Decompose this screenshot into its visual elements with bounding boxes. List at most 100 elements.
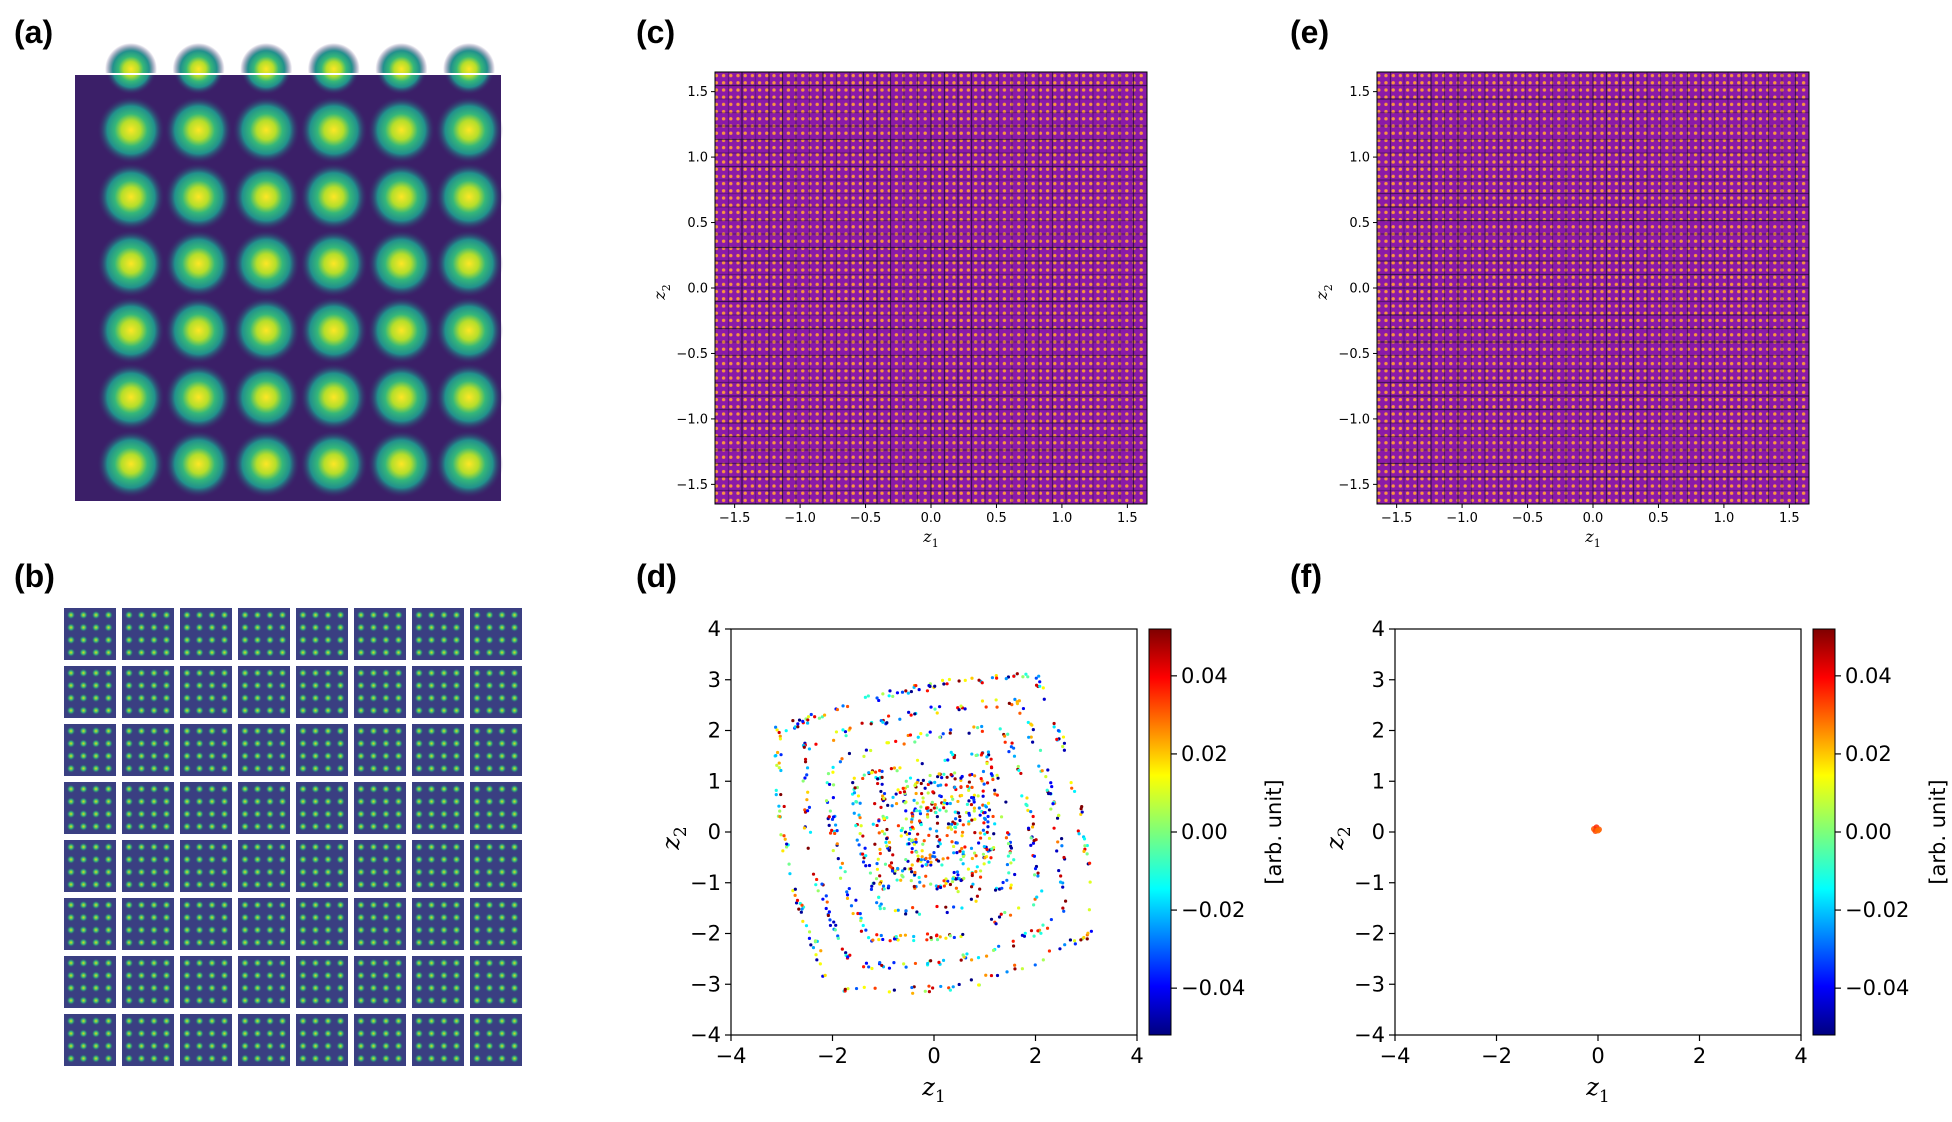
panel-b-tile-dot — [510, 958, 519, 968]
panel-b-tile-dot — [311, 706, 320, 715]
panel-b-tile-dot — [427, 739, 436, 748]
panel-b-tile-dot — [394, 1029, 403, 1038]
panel-b-tile-dot — [149, 739, 159, 748]
panel-b-tile-dot — [485, 809, 494, 819]
panel-b-tile-dot — [220, 668, 229, 678]
panel-b-tile-dot — [439, 842, 449, 852]
panel-b-tile-dot — [298, 739, 308, 748]
panel-b-tile-dot — [182, 867, 192, 877]
panel-b-tile-dot — [452, 1054, 461, 1063]
panel-d-point — [936, 784, 940, 788]
panel-b-tile-dot — [323, 880, 333, 889]
panel-b-tile-dot — [104, 996, 113, 1005]
panel-d-point — [881, 814, 885, 818]
panel-b-tile-dot — [207, 1041, 217, 1051]
panel-d-point — [835, 707, 840, 712]
panel-d-point — [895, 691, 900, 695]
panel-a-spot — [164, 162, 233, 231]
panel-d-point — [950, 840, 954, 844]
panel-b-tile-dot — [149, 822, 159, 831]
panel-b-tile-dot — [91, 842, 101, 852]
panel-d-point — [954, 877, 958, 881]
panel-b-tile-dot — [369, 842, 378, 852]
panel-b-tile-dot — [356, 1016, 366, 1026]
panel-b-tile-dot — [162, 971, 171, 980]
panel-b-tile-dot — [510, 726, 519, 736]
panel-d-point — [940, 678, 945, 682]
panel-b-tile-dot — [240, 938, 250, 947]
panel-b-tile-dot — [220, 726, 229, 736]
panel-d-point — [824, 906, 828, 911]
panel-b-tile-dot — [497, 809, 507, 819]
panel-d-point — [1051, 802, 1055, 806]
panel-d-point — [864, 961, 869, 965]
panel-d-point — [867, 965, 871, 969]
panel-b-tile-dot — [124, 706, 134, 715]
panel-d-point — [943, 758, 947, 762]
panel-d-point — [963, 707, 967, 711]
panel-d-point — [843, 870, 847, 874]
layer-f-ytick-label: −2 — [1354, 922, 1385, 946]
panel-b-tile-dot — [298, 693, 308, 703]
panel-d-point — [1007, 701, 1011, 705]
panel-d-point — [859, 929, 864, 933]
panel-b-tile-dot — [472, 764, 482, 773]
panel-d-point — [950, 795, 954, 799]
panel-b-tile-dot — [439, 623, 449, 632]
panel-b-tile-dot — [298, 668, 308, 678]
panel-b-tile-dot — [323, 739, 333, 748]
layer-e-xtick-label: 0.0 — [1583, 511, 1604, 526]
panel-d-point — [1052, 725, 1056, 729]
panel-d-point — [827, 910, 831, 914]
panel-b-tile-dot — [298, 610, 308, 620]
panel-b-tile-dot — [439, 751, 449, 761]
panel-b-tile-dot — [311, 1054, 320, 1063]
panel-b-tile-dot — [485, 938, 494, 947]
panel-d-point — [920, 791, 924, 796]
panel-d-point — [856, 911, 860, 916]
layer-c-ytick-label: −1.0 — [676, 412, 708, 427]
panel-b-tile-dot — [414, 880, 424, 889]
panel-d-point — [893, 909, 897, 913]
panel-d-point — [885, 827, 889, 832]
panel-d-point — [1009, 846, 1014, 850]
panel-d-point — [1031, 814, 1035, 819]
panel-b-tile-dot — [91, 913, 101, 922]
panel-d-point — [1006, 854, 1010, 858]
panel-b-tile-dot — [162, 983, 171, 993]
panel-d-point — [921, 842, 925, 846]
panel-d-point — [907, 831, 912, 836]
panel-d-point — [982, 862, 986, 866]
panel-b-tile-dot — [278, 809, 287, 819]
panel-d-point — [950, 880, 955, 884]
panel-d-point — [953, 825, 957, 829]
panel-d-point — [881, 884, 886, 888]
panel-d-point — [1029, 836, 1033, 840]
panel-d-point — [778, 734, 782, 738]
panel-a-edge-spot — [307, 43, 360, 95]
panel-d-point — [989, 757, 993, 761]
panel-d-point — [875, 901, 879, 905]
panel-d-point — [929, 705, 933, 709]
panel-d-point — [970, 676, 974, 680]
panel-b-tile-dot — [220, 784, 229, 794]
panel-d-point — [875, 823, 879, 828]
panel-b-tile-dot — [124, 751, 134, 761]
panel-d-point — [802, 745, 806, 749]
panel-d-point — [935, 904, 939, 909]
panel-d-point — [1012, 674, 1016, 678]
panel-b-tile-dot — [369, 983, 378, 993]
panel-d-point — [1005, 970, 1009, 974]
panel-b-tile-dot — [356, 764, 366, 773]
panel-d-point — [879, 789, 883, 794]
panel-d-point — [807, 747, 812, 751]
panel-d-point — [955, 850, 959, 855]
panel-b-tile-dot — [298, 867, 308, 877]
panel-b-tile-dot — [472, 668, 482, 678]
panel-b-tile-dot — [195, 938, 204, 947]
panel-b-tile-dot — [91, 867, 101, 877]
panel-d-point — [877, 895, 881, 899]
panel-b-tile-dot — [91, 1054, 101, 1063]
panel-b-tile-dot — [207, 1029, 217, 1038]
panel-b-tile-dot — [381, 1016, 391, 1026]
